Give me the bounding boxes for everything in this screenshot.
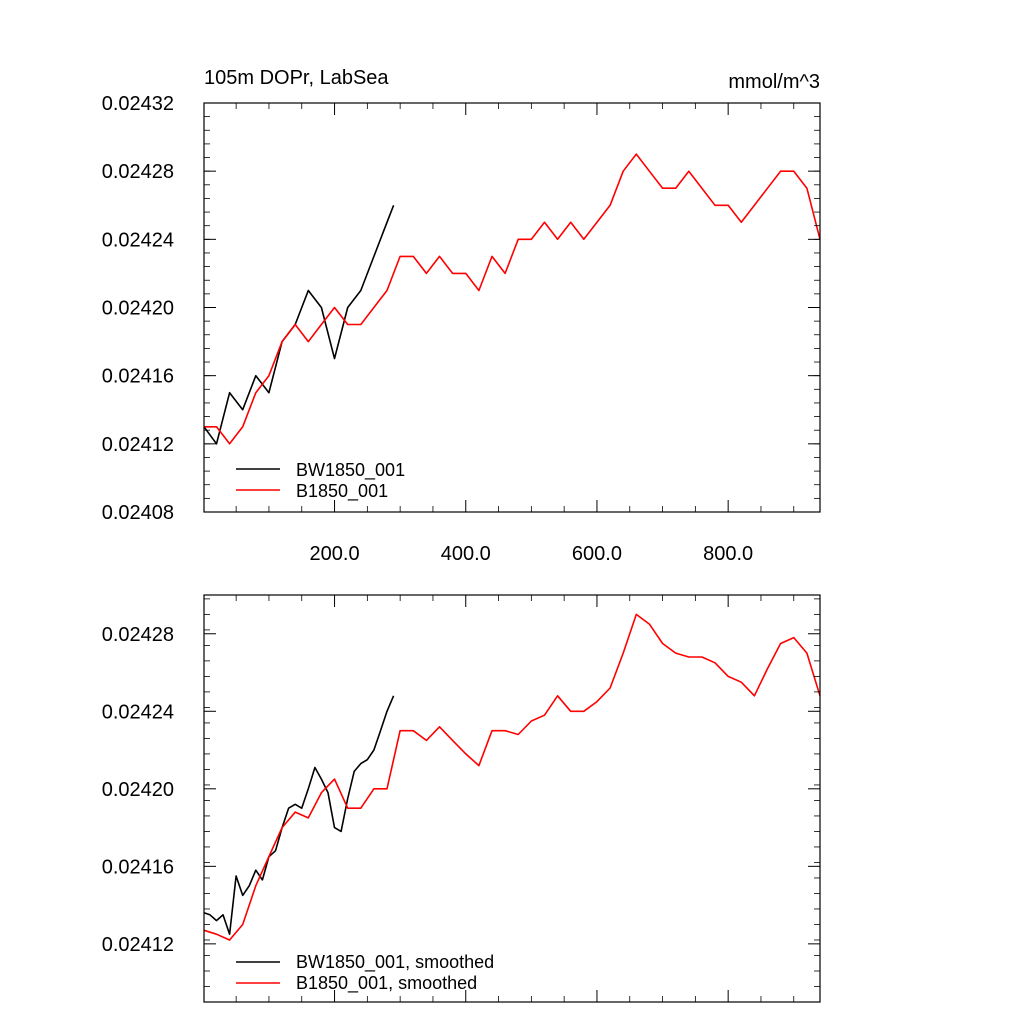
p1-series-1-line bbox=[203, 613, 821, 941]
top-legend: BW1850_001 B1850_001 bbox=[236, 460, 405, 502]
bottom-legend-label-b1850: B1850_001, smoothed bbox=[296, 973, 477, 994]
top-plot-frame bbox=[203, 102, 821, 513]
p1-ytick-label: 0.02412 bbox=[102, 934, 174, 956]
p0-xtick-label: 600.0 bbox=[572, 543, 622, 565]
p0-ytick-label: 0.02420 bbox=[102, 298, 174, 320]
p0-ytick-label: 0.02428 bbox=[102, 161, 174, 183]
bottom-axis-labels: 0.02412 0.02416 0.02420 0.02424 0.02428 bbox=[102, 624, 174, 956]
p0-series-1-line bbox=[204, 153, 821, 445]
p1-ytick-label: 0.02420 bbox=[102, 779, 174, 801]
top-legend-label-bw1850: BW1850_001 bbox=[296, 460, 405, 481]
p0-xtick-label: 200.0 bbox=[310, 543, 360, 565]
p0-ytick-label: 0.02416 bbox=[102, 366, 174, 388]
p0-series-0-line bbox=[203, 205, 395, 445]
p0-xtick-label: 800.0 bbox=[703, 543, 753, 565]
bottom-panel: 0.02412 0.02416 0.02420 0.02424 0.02428 BW18… bbox=[102, 594, 821, 1003]
top-title-left: 105m DOPr, LabSea bbox=[204, 67, 389, 89]
top-panel: 105m DOPr, LabSea mmol/m^3 0.02408 0.0241… bbox=[102, 67, 821, 565]
top-axis-ticks bbox=[204, 102, 820, 513]
p0-ytick-label: 0.02408 bbox=[102, 502, 174, 524]
p0-ytick-label: 0.02424 bbox=[102, 229, 174, 251]
top-plot-lines bbox=[203, 153, 821, 445]
p1-ytick-label: 0.02424 bbox=[102, 701, 174, 723]
bottom-plot-lines bbox=[203, 613, 821, 941]
bottom-legend: BW1850_001, smoothed B1850_001, smoothed bbox=[236, 952, 494, 994]
p1-ytick-label: 0.02428 bbox=[102, 624, 174, 646]
p0-ytick-label: 0.02412 bbox=[102, 434, 174, 456]
p0-xtick-label: 400.0 bbox=[441, 543, 491, 565]
bottom-legend-label-bw1850: BW1850_001, smoothed bbox=[296, 952, 494, 973]
p1-ytick-label: 0.02416 bbox=[102, 856, 174, 878]
top-axis-labels: 0.02408 0.02412 0.02416 0.02420 0.02424 0.024… bbox=[102, 93, 753, 565]
bottom-axis-ticks bbox=[204, 595, 820, 1003]
top-title-right: mmol/m^3 bbox=[728, 71, 820, 93]
p0-ytick-label: 0.02432 bbox=[102, 93, 174, 115]
bottom-plot-frame bbox=[203, 594, 821, 1003]
top-legend-label-b1850: B1850_001 bbox=[296, 481, 388, 502]
p1-series-0-line bbox=[203, 695, 395, 936]
